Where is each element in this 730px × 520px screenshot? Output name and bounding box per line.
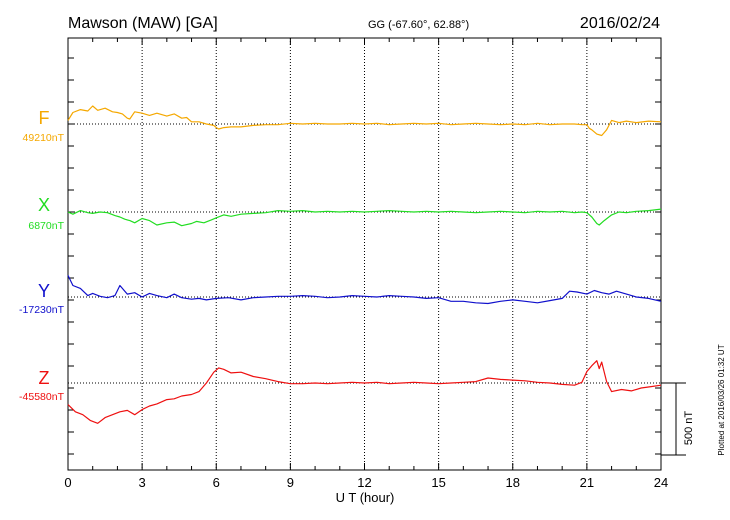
x-tick-label: 21 [580,475,594,490]
series-name-f: F [39,108,50,128]
series-baseline-y: -17230nT [19,304,65,316]
series-line-x [67,208,662,227]
x-axis-label: U T (hour) [336,490,395,505]
series-name-y: Y [38,281,50,301]
series-baseline-f: 49210nT [23,132,65,144]
x-tick-label: 24 [654,475,668,490]
series-name-z: Z [39,368,50,388]
plotted-timestamp: Plotted at 2016/03/26 01:32 UT [717,344,726,455]
x-tick-label: 18 [506,475,520,490]
station-title: Mawson (MAW) [GA] [68,15,218,32]
series-line-f [67,105,662,137]
station-coordinates: GG (-67.60°, 62.88°) [368,19,469,31]
x-tick-label: 0 [64,475,71,490]
series-line-y [67,275,662,305]
series-baseline-x: 6870nT [28,220,64,232]
axis-ticks: 0 3 6 9 12 15 18 21 24 [64,38,668,490]
series-layer [67,105,662,424]
grid-lines [141,38,588,470]
scale-bar [661,382,686,456]
x-tick-label: 9 [287,475,294,490]
series-baseline-z: -45580nT [19,391,65,403]
x-tick-label: 12 [357,475,371,490]
series-labels: F 49210nT X 6870nT Y -17230nT Z -45580nT [19,108,65,403]
x-tick-label: 15 [431,475,445,490]
scale-label: 500 nT [683,411,695,446]
x-tick-label: 3 [139,475,146,490]
series-name-x: X [38,195,50,215]
x-tick-label: 6 [213,475,220,490]
plot-date: 2016/02/24 [580,15,660,32]
series-line-z [67,360,662,424]
